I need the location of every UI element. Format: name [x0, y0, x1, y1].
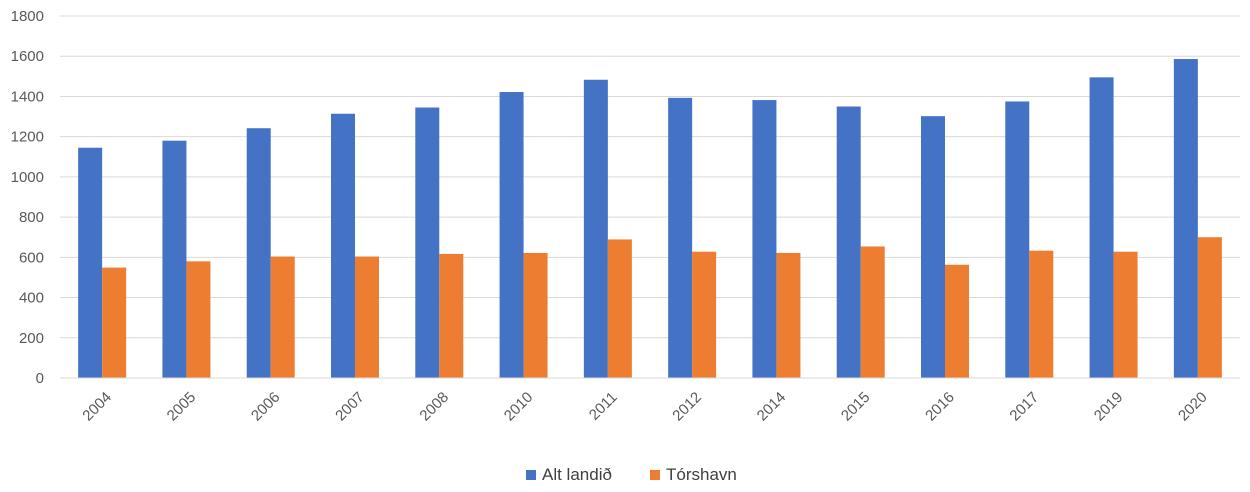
y-tick-label: 1400 [11, 88, 44, 105]
x-tick-label: 2014 [754, 389, 790, 425]
x-tick-label: 2017 [1006, 389, 1042, 425]
bar-alt-landid-2016 [921, 116, 945, 379]
x-axis-ticks: 2004 2005 2006 2007 2008 2010 2011 2012 2014 2015… [79, 389, 1210, 425]
x-tick-label: 2006 [248, 389, 284, 425]
x-tick-label: 2011 [586, 389, 621, 424]
legend-swatch-torshavn [650, 470, 660, 480]
bar-alt-landid-2007 [331, 113, 355, 379]
x-tick-label: 2005 [164, 389, 200, 425]
x-tick-label: 2010 [501, 389, 537, 425]
bar-alt-landid-2005 [162, 140, 187, 378]
bar-torshavn-2012 [692, 251, 717, 378]
bar-torshavn-2005 [186, 261, 211, 378]
bar-torshavn-2008 [439, 253, 464, 378]
bar-torshavn-2019 [1113, 251, 1138, 378]
x-tick-label: 2012 [669, 389, 705, 425]
bar-torshavn-2006 [270, 256, 295, 378]
x-tick-label: 2004 [79, 389, 115, 425]
bar-torshavn-2014 [776, 252, 801, 378]
bars [78, 59, 1222, 379]
legend: Alt landið Tórshavn [526, 465, 737, 484]
x-tick-label: 2020 [1175, 389, 1211, 425]
bar-alt-landid-2010 [499, 92, 524, 379]
bar-torshavn-2017 [1029, 250, 1054, 378]
y-tick-label: 600 [19, 249, 44, 266]
y-tick-label: 1600 [11, 48, 44, 65]
bar-alt-landid-2006 [246, 128, 271, 378]
y-tick-label: 800 [19, 209, 44, 226]
bar-alt-landid-2020 [1173, 59, 1198, 378]
gridlines [60, 15, 1240, 339]
y-tick-label: 0 [36, 370, 44, 387]
y-axis-ticks: 0 200 400 600 800 1000 1200 1400 1600 1800 [11, 8, 44, 387]
x-tick-label: 2015 [838, 389, 874, 425]
bar-torshavn-2015 [860, 246, 885, 378]
bar-torshavn-2007 [355, 256, 379, 378]
bar-alt-landid-2011 [583, 79, 608, 378]
legend-label-torshavn: Tórshavn [666, 465, 737, 484]
bar-alt-landid-2004 [78, 147, 103, 378]
y-tick-label: 1000 [11, 169, 44, 186]
legend-label-alt-landid: Alt landið [542, 465, 612, 484]
bar-torshavn-2016 [945, 264, 969, 378]
bar-alt-landid-2014 [752, 100, 777, 378]
bar-alt-landid-2017 [1005, 101, 1030, 378]
bar-alt-landid-2019 [1089, 77, 1114, 378]
y-tick-label: 1200 [11, 129, 44, 146]
y-tick-label: 200 [19, 330, 44, 347]
x-tick-label: 2019 [1091, 389, 1127, 425]
y-tick-label: 400 [19, 290, 44, 307]
bar-alt-landid-2015 [836, 106, 861, 378]
bar-torshavn-2020 [1197, 237, 1222, 378]
bar-torshavn-2011 [607, 239, 632, 378]
bar-torshavn-2004 [102, 267, 127, 378]
y-tick-label: 1800 [11, 8, 44, 25]
bar-alt-landid-2008 [415, 107, 440, 378]
x-tick-label: 2007 [332, 389, 368, 425]
x-tick-label: 2008 [416, 389, 452, 425]
legend-swatch-alt-landid [526, 470, 536, 480]
bar-torshavn-2010 [523, 252, 548, 378]
bar-alt-landid-2012 [668, 97, 693, 378]
x-tick-label: 2016 [922, 389, 958, 425]
